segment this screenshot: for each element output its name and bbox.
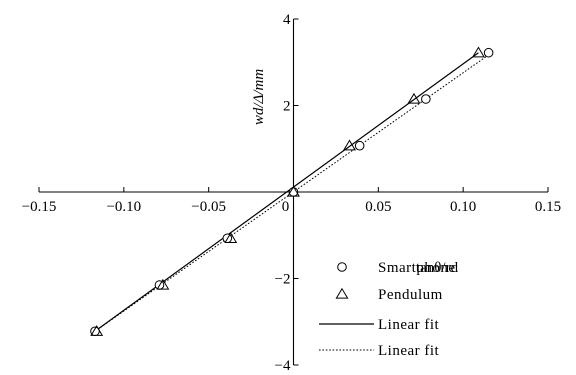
x-tick-label: 0.05 bbox=[365, 199, 391, 215]
x-tick-label: 0.10 bbox=[450, 199, 476, 215]
markers bbox=[90, 46, 494, 337]
x-tick-label: −0.15 bbox=[22, 199, 57, 215]
pendulum-point bbox=[156, 278, 170, 290]
smartphone-point bbox=[421, 94, 431, 104]
pendulum-point bbox=[343, 139, 356, 151]
y-tick-label: −4 bbox=[275, 358, 291, 374]
x-axis-label: tanθ/rd bbox=[416, 260, 459, 276]
pendulum-point bbox=[90, 325, 104, 336]
x-tick-label: 0.15 bbox=[535, 199, 561, 215]
legend-label: Smartphone bbox=[378, 260, 456, 276]
legend-item: Linear fit bbox=[319, 317, 440, 333]
legend-label: Linear fit bbox=[378, 317, 440, 333]
legend-item: Pendulum bbox=[335, 287, 443, 303]
legend-label: Pendulum bbox=[378, 287, 443, 303]
y-tick-label: 4 bbox=[283, 12, 291, 28]
legend-marker-circle bbox=[337, 262, 347, 272]
x-tick-label: 0 bbox=[282, 199, 290, 215]
y-tick-label: 2 bbox=[283, 99, 291, 115]
ticks: −0.15 −0.10 −0.05 0 0.05 0.10 0.15 −4 −2 2 4 bbox=[22, 12, 561, 374]
legend-item: Linear fit bbox=[319, 343, 440, 359]
legend-marker-triangle bbox=[335, 287, 349, 299]
pendulum-point bbox=[287, 185, 300, 197]
smartphone-point bbox=[483, 47, 494, 58]
y-axis-label: wd/Δ/mm bbox=[251, 69, 267, 125]
pendulum-point bbox=[471, 46, 485, 58]
x-tick-label: −0.05 bbox=[191, 199, 226, 215]
legend-label: Linear fit bbox=[378, 343, 440, 359]
y-tick-label: −2 bbox=[275, 272, 291, 288]
pendulum-point bbox=[407, 92, 421, 104]
pendulum-point bbox=[224, 232, 238, 243]
x-tick-label: −0.10 bbox=[106, 199, 141, 215]
smartphone-point bbox=[354, 140, 365, 151]
legend-item: Smartphone bbox=[337, 260, 456, 276]
legend: Smartphone Pendulum Linear fit Linear fit bbox=[319, 260, 456, 359]
